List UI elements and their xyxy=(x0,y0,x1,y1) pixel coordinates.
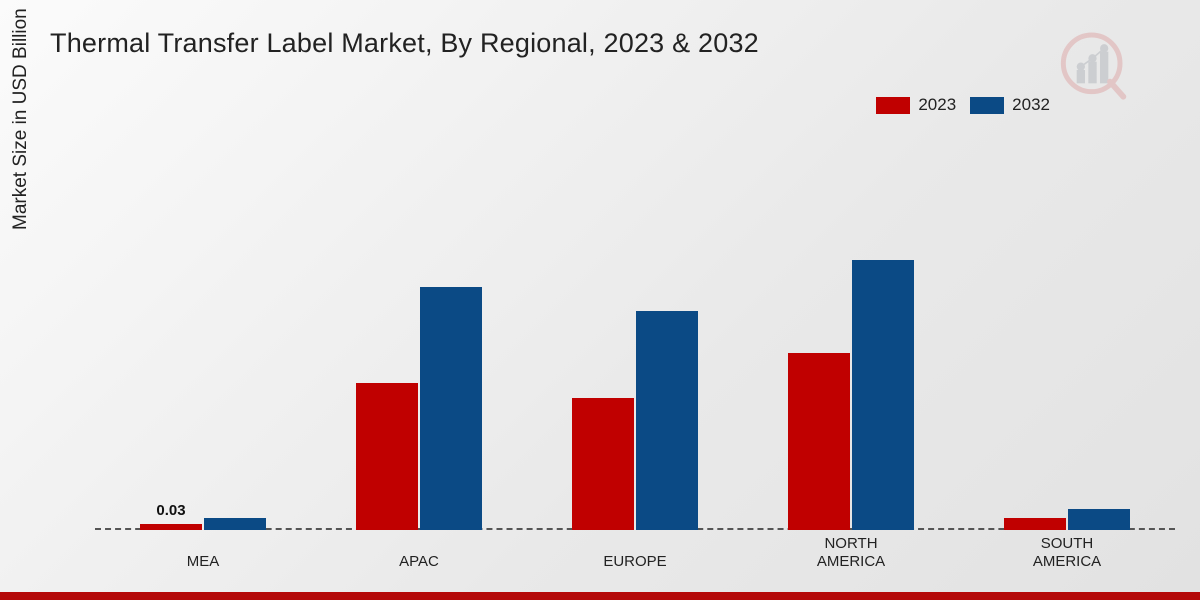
bar-europe-2032[interactable] xyxy=(636,311,698,530)
bar-group-mea: 0.03 MEA xyxy=(140,230,266,530)
y-axis-label: Market Size in USD Billion xyxy=(10,0,40,230)
legend-label-2032: 2032 xyxy=(1012,95,1050,115)
bar-mea-2023[interactable]: 0.03 xyxy=(140,524,202,530)
group-label-mea: MEA xyxy=(138,553,268,572)
group-label-europe: EUROPE xyxy=(570,553,700,572)
chart-title: Thermal Transfer Label Market, By Region… xyxy=(50,28,759,59)
bottom-accent-bar xyxy=(0,592,1200,600)
group-label-south-america: SOUTH AMERICA xyxy=(1002,535,1132,573)
group-label-apac: APAC xyxy=(354,553,484,572)
bar-north-america-2023[interactable] xyxy=(788,353,850,530)
bar-group-apac: APAC xyxy=(356,230,482,530)
plot-area: 0.03 MEA APAC EUROPE NORTH AMERICA xyxy=(95,230,1175,530)
bar-mea-2032[interactable] xyxy=(204,518,266,530)
bar-group-north-america: NORTH AMERICA xyxy=(788,230,914,530)
bar-europe-2023[interactable] xyxy=(572,398,634,530)
bar-groups: 0.03 MEA APAC EUROPE NORTH AMERICA xyxy=(95,230,1175,530)
legend-swatch-2023 xyxy=(876,97,910,114)
legend-swatch-2032 xyxy=(970,97,1004,114)
bar-apac-2023[interactable] xyxy=(356,383,418,530)
legend-label-2023: 2023 xyxy=(918,95,956,115)
legend-item-2023[interactable]: 2023 xyxy=(876,95,956,115)
bar-apac-2032[interactable] xyxy=(420,287,482,530)
bar-south-america-2023[interactable] xyxy=(1004,518,1066,530)
bar-group-europe: EUROPE xyxy=(572,230,698,530)
bar-group-south-america: SOUTH AMERICA xyxy=(1004,230,1130,530)
brand-watermark-icon xyxy=(1055,30,1145,105)
bar-north-america-2032[interactable] xyxy=(852,260,914,530)
chart-container: Thermal Transfer Label Market, By Region… xyxy=(0,0,1200,600)
group-label-north-america: NORTH AMERICA xyxy=(786,535,916,573)
legend-item-2032[interactable]: 2032 xyxy=(970,95,1050,115)
legend: 2023 2032 xyxy=(876,95,1050,115)
bar-value-mea-2023: 0.03 xyxy=(156,502,185,519)
bar-south-america-2032[interactable] xyxy=(1068,509,1130,530)
